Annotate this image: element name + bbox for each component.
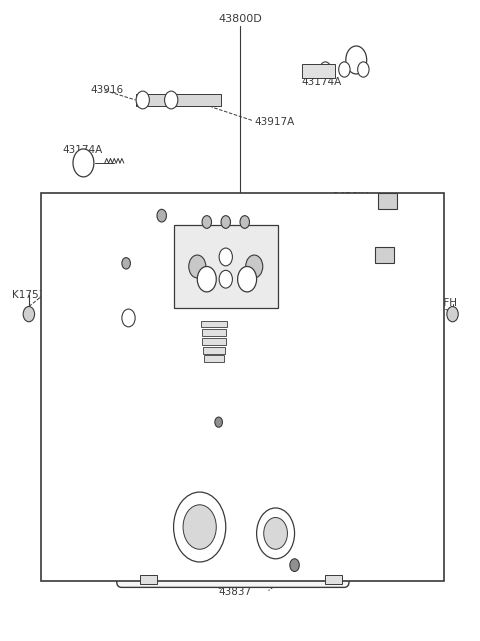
Circle shape [219, 248, 232, 266]
Bar [203, 347, 225, 354]
Text: 43893A: 43893A [288, 429, 328, 438]
Circle shape [290, 559, 300, 572]
Text: 43869B: 43869B [349, 247, 389, 258]
Circle shape [189, 255, 206, 278]
Text: B: B [244, 274, 251, 284]
Text: 1140FH: 1140FH [418, 297, 458, 308]
FancyBboxPatch shape [117, 447, 349, 587]
Text: 43174A: 43174A [62, 146, 102, 155]
Circle shape [221, 215, 230, 228]
Circle shape [23, 306, 35, 322]
Text: B: B [353, 55, 360, 65]
Circle shape [264, 517, 288, 549]
Circle shape [197, 267, 216, 292]
Circle shape [202, 215, 212, 228]
Bar [41, 194, 444, 581]
Bar [174, 225, 278, 308]
Text: A: A [80, 158, 87, 168]
Circle shape [320, 62, 331, 77]
Circle shape [346, 46, 367, 74]
Text: 43837: 43837 [219, 587, 252, 597]
Bar [301, 64, 335, 78]
Text: 43916: 43916 [91, 85, 124, 96]
Circle shape [165, 91, 178, 109]
Circle shape [122, 309, 135, 327]
Bar [325, 575, 342, 584]
Bar [378, 194, 396, 210]
Circle shape [339, 62, 350, 77]
Text: K17530: K17530 [12, 290, 52, 300]
Text: A: A [204, 274, 210, 284]
Circle shape [240, 215, 250, 228]
Circle shape [246, 255, 263, 278]
Circle shape [238, 267, 257, 292]
Bar [204, 356, 224, 362]
Text: 43126: 43126 [129, 317, 162, 327]
Circle shape [215, 417, 222, 428]
Text: 43917A: 43917A [254, 117, 295, 128]
Bar [375, 247, 394, 263]
Circle shape [219, 271, 232, 288]
Circle shape [447, 306, 458, 322]
Circle shape [183, 504, 216, 549]
Circle shape [122, 258, 131, 269]
Text: REF.43-431A: REF.43-431A [69, 466, 134, 476]
Bar [201, 320, 227, 327]
Circle shape [257, 508, 295, 559]
Text: 43174A: 43174A [301, 77, 342, 87]
Circle shape [157, 210, 167, 222]
Text: 43126: 43126 [252, 317, 285, 327]
Bar [136, 94, 221, 106]
Text: 47782: 47782 [140, 228, 173, 238]
Text: 43835: 43835 [185, 414, 218, 424]
Text: 43846G: 43846G [131, 200, 172, 210]
Text: 43846B: 43846B [105, 293, 145, 303]
Bar [202, 338, 226, 345]
Circle shape [174, 492, 226, 562]
Bar [140, 575, 157, 584]
Bar [202, 329, 226, 336]
Circle shape [136, 91, 149, 109]
Text: 43800D: 43800D [218, 13, 262, 24]
Text: 1430JK: 1430JK [333, 192, 369, 201]
Circle shape [358, 62, 369, 77]
Circle shape [73, 149, 94, 177]
